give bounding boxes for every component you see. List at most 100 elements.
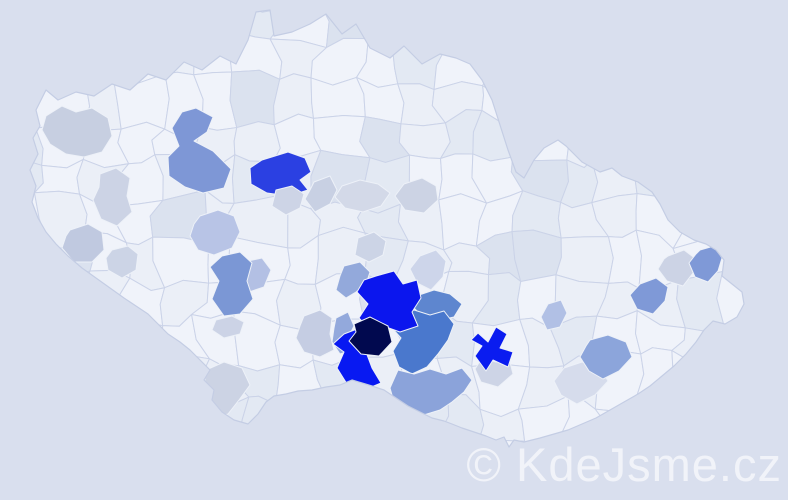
base-district-cell[interactable]	[161, 473, 200, 500]
base-district-cell[interactable]	[244, 467, 290, 500]
base-district-cell[interactable]	[715, 356, 760, 406]
base-district-cell[interactable]	[592, 35, 644, 85]
district-w1[interactable]	[41, 105, 113, 158]
base-district-cell[interactable]	[676, 0, 718, 39]
base-district-cell[interactable]	[235, 441, 291, 474]
base-district-cell[interactable]	[757, 2, 788, 46]
base-district-cell[interactable]	[115, 355, 162, 410]
district-c2[interactable]	[409, 249, 447, 291]
base-district-cell[interactable]	[554, 33, 608, 89]
district-sb1[interactable]	[295, 309, 335, 358]
base-district-cell[interactable]	[397, 432, 442, 479]
base-district-cell[interactable]	[671, 350, 722, 404]
base-district-cell[interactable]	[33, 485, 87, 500]
base-district-cell[interactable]	[3, 243, 51, 288]
base-district-cell[interactable]	[0, 119, 44, 168]
base-district-cell[interactable]	[193, 446, 249, 485]
base-district-cell[interactable]	[513, 0, 570, 49]
base-district-cell[interactable]	[766, 76, 788, 124]
district-bf[interactable]	[470, 326, 514, 372]
base-district-cell[interactable]	[73, 436, 124, 489]
base-district-cell[interactable]	[79, 482, 117, 500]
district-w4[interactable]	[105, 245, 139, 279]
base-district-cell[interactable]	[310, 76, 366, 119]
base-district-cell[interactable]	[751, 151, 788, 205]
base-district-cell[interactable]	[363, 0, 399, 49]
base-district-cell[interactable]	[716, 271, 759, 330]
base-district-cell[interactable]	[0, 483, 41, 500]
base-district-cell[interactable]	[354, 427, 407, 485]
base-district-cell[interactable]	[747, 194, 788, 247]
base-district-cell[interactable]	[112, 402, 169, 445]
base-district-cell[interactable]	[0, 31, 47, 86]
base-district-cell[interactable]	[515, 87, 571, 128]
district-ng[interactable]	[657, 249, 697, 287]
base-district-cell[interactable]	[714, 148, 759, 195]
district-bm[interactable]	[356, 270, 422, 333]
base-district-cell[interactable]	[153, 0, 200, 48]
district-pz3[interactable]	[209, 251, 254, 317]
base-district-cell[interactable]	[162, 443, 203, 484]
base-district-cell[interactable]	[195, 0, 239, 35]
base-district-cell[interactable]	[0, 350, 47, 402]
base-district-cell[interactable]	[36, 0, 86, 50]
base-district-cell[interactable]	[114, 0, 169, 52]
base-district-cell[interactable]	[356, 478, 405, 500]
base-district-cell[interactable]	[634, 161, 687, 199]
base-district-cell[interactable]	[666, 117, 721, 163]
base-district-cell[interactable]	[109, 473, 165, 500]
district-pg3[interactable]	[334, 179, 391, 213]
base-district-cell[interactable]	[0, 310, 47, 366]
base-district-cell[interactable]	[397, 475, 437, 500]
base-district-cell[interactable]	[555, 236, 614, 284]
base-district-cell[interactable]	[30, 400, 88, 447]
base-district-cell[interactable]	[74, 356, 124, 410]
base-district-cell[interactable]	[592, 77, 640, 124]
base-district-cell[interactable]	[591, 112, 640, 169]
base-district-cell[interactable]	[0, 394, 41, 449]
base-district-cell[interactable]	[323, 430, 367, 488]
base-district-cell[interactable]	[671, 27, 724, 82]
district-w3[interactable]	[61, 223, 105, 263]
base-district-cell[interactable]	[156, 407, 203, 447]
base-district-cell[interactable]	[275, 474, 328, 500]
base-district-cell[interactable]	[482, 33, 526, 96]
base-district-cell[interactable]	[713, 69, 768, 125]
base-district-cell[interactable]	[673, 160, 730, 199]
district-hd[interactable]	[579, 334, 633, 380]
base-district-cell[interactable]	[73, 400, 119, 442]
district-w2[interactable]	[92, 167, 133, 227]
base-district-cell[interactable]	[751, 115, 788, 166]
base-district-cell[interactable]	[607, 229, 643, 289]
base-district-cell[interactable]	[6, 270, 44, 324]
base-district-cell[interactable]	[511, 109, 571, 162]
district-kl[interactable]	[167, 107, 232, 194]
base-district-cell[interactable]	[554, 0, 608, 38]
base-district-cell[interactable]	[78, 0, 122, 44]
base-district-cell[interactable]	[715, 325, 759, 365]
base-district-cell[interactable]	[555, 77, 604, 117]
district-c3[interactable]	[335, 261, 371, 299]
base-district-cell[interactable]	[194, 473, 249, 500]
base-district-cell[interactable]	[716, 31, 766, 88]
base-district-cell[interactable]	[78, 35, 121, 91]
base-district-cell[interactable]	[391, 0, 449, 45]
base-district-cell[interactable]	[433, 35, 494, 91]
base-district-cell[interactable]	[726, 185, 758, 242]
base-district-cell[interactable]	[326, 482, 364, 500]
base-district-cell[interactable]	[111, 316, 164, 367]
base-district-cell[interactable]	[635, 29, 688, 88]
district-pz1[interactable]	[189, 209, 241, 256]
base-district-cell[interactable]	[74, 315, 122, 365]
base-district-cell[interactable]	[634, 0, 688, 38]
base-district-cell[interactable]	[631, 79, 679, 127]
base-district-cell[interactable]	[274, 395, 326, 449]
base-district-cell[interactable]	[671, 69, 721, 123]
base-district-cell[interactable]	[722, 230, 760, 274]
base-district-cell[interactable]	[229, 69, 281, 129]
base-district-cell[interactable]	[707, 0, 764, 42]
base-district-cell[interactable]	[280, 439, 328, 488]
district-np2[interactable]	[629, 277, 669, 315]
base-district-cell[interactable]	[511, 229, 562, 283]
